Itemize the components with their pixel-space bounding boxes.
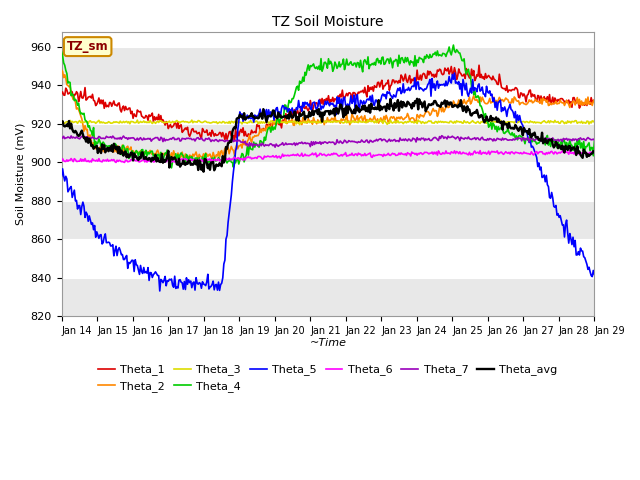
Bar [61,124,595,162]
Legend: Theta_1, Theta_2, Theta_3, Theta_4, Theta_5, Theta_6, Theta_7, Theta_avg: Theta_1, Theta_2, Theta_3, Theta_4, Thet… [93,360,562,396]
Title: TZ Soil Moisture: TZ Soil Moisture [272,15,384,29]
Bar [61,47,595,85]
Bar [61,162,595,201]
Bar [61,201,595,240]
Bar [61,240,595,278]
Text: TZ_sm: TZ_sm [67,40,109,53]
Bar [61,278,595,316]
Bar [61,85,595,124]
Y-axis label: Soil Moisture (mV): Soil Moisture (mV) [15,123,25,225]
X-axis label: ~Time: ~Time [310,337,346,348]
